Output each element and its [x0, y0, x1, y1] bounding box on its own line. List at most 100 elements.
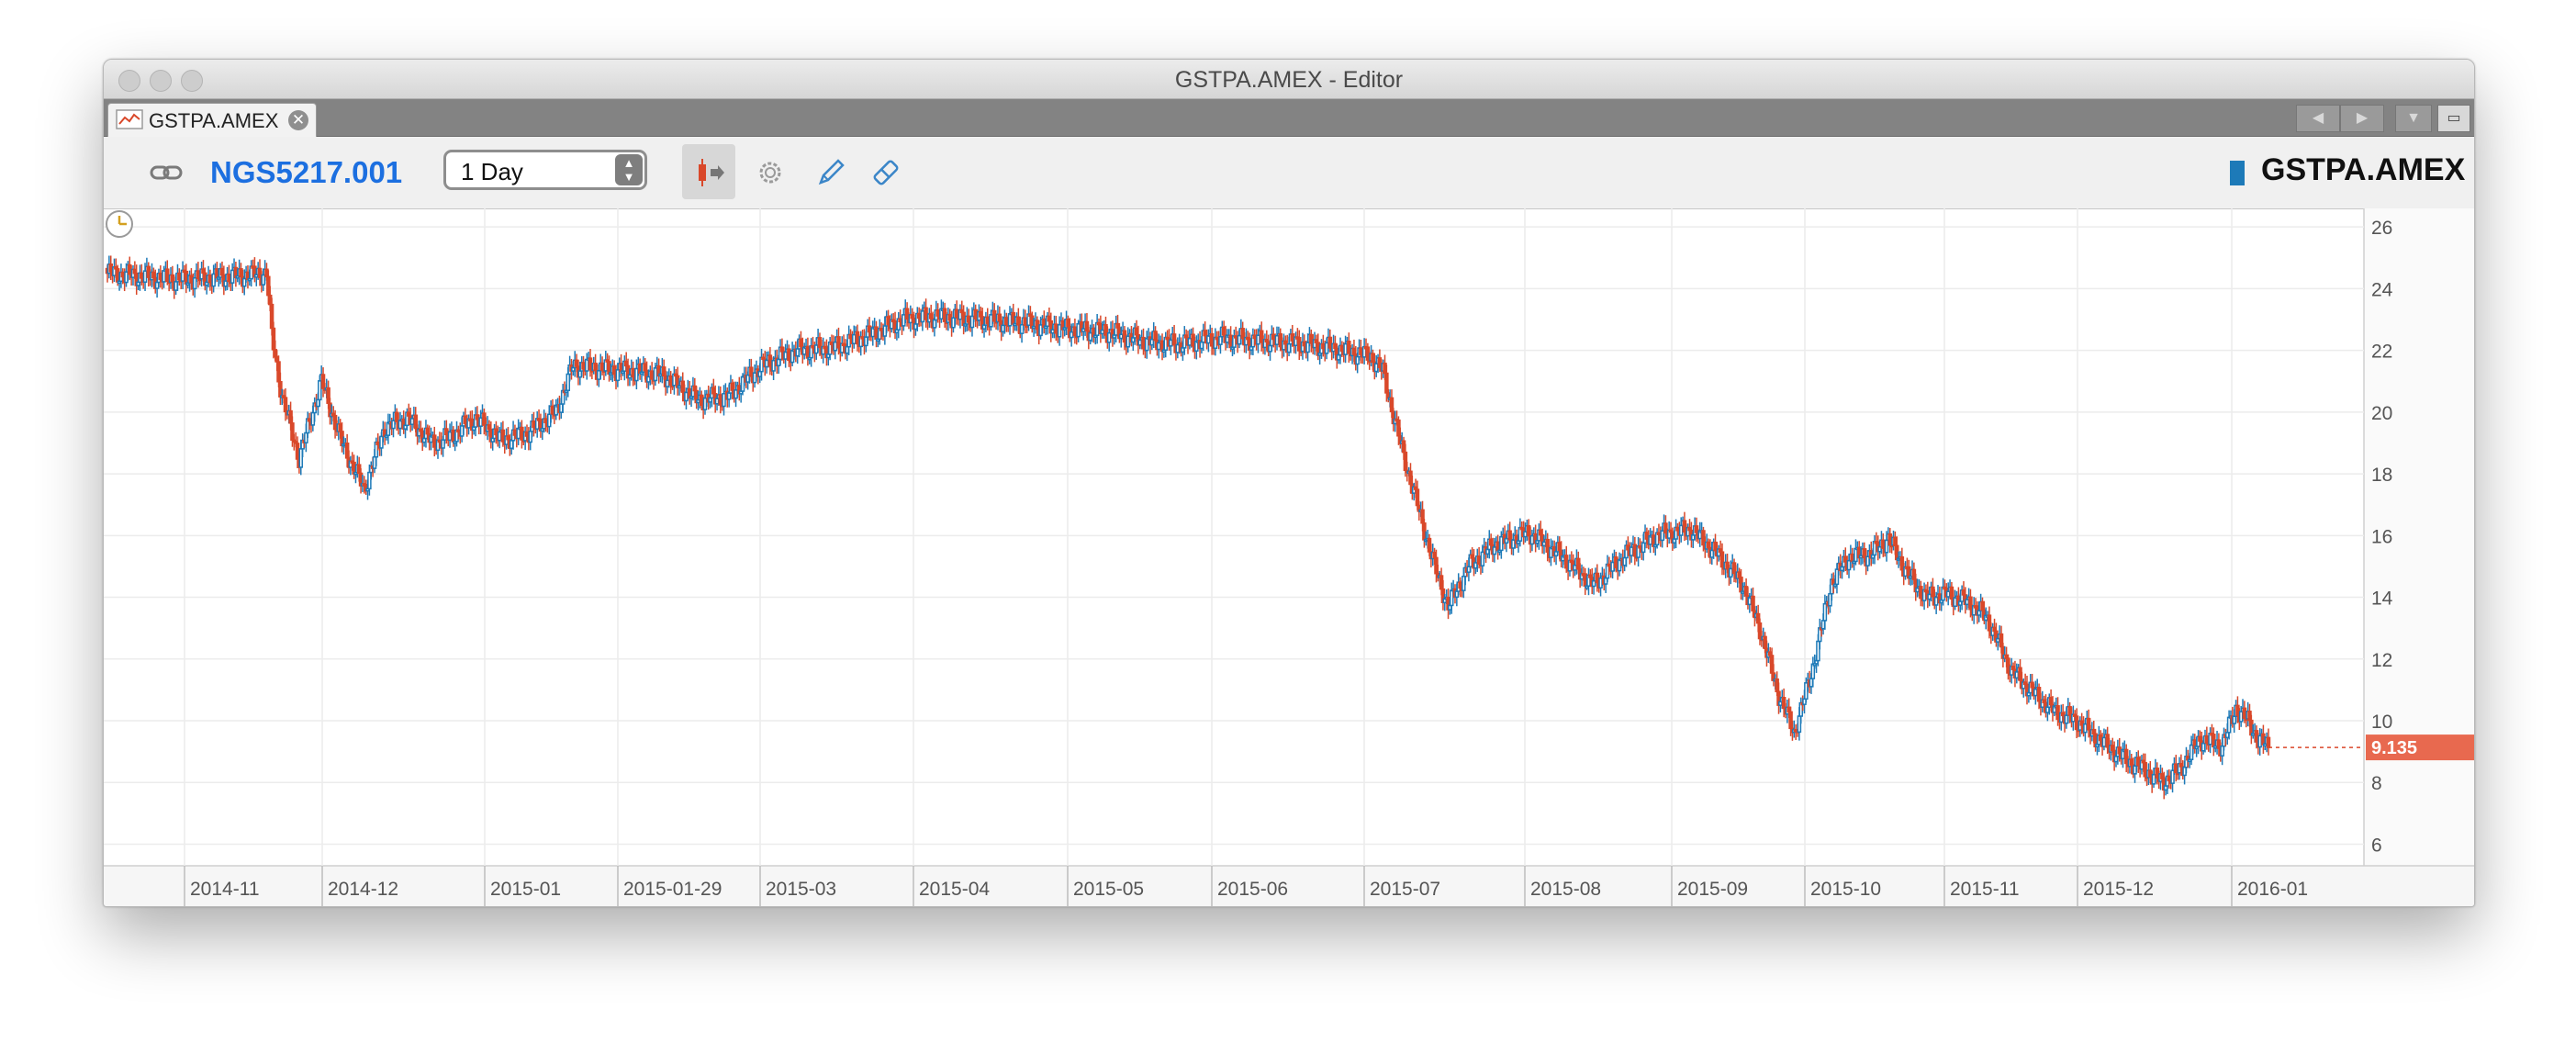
candle-body	[1887, 533, 1893, 546]
candle-body	[2133, 765, 2137, 775]
candle-body	[165, 268, 170, 283]
candle	[1719, 543, 1725, 576]
candle-body	[577, 370, 583, 378]
candle	[283, 388, 288, 421]
price-chart[interactable]: 6 8 10 12 14 16 18 20 22 24 26 2014-11 2014-12 2015-0…	[104, 208, 2474, 906]
candle-body	[1694, 525, 1699, 533]
candle	[2174, 755, 2178, 782]
x-axis-panel	[104, 866, 2474, 906]
link-icon[interactable]	[150, 159, 183, 186]
candle-body	[2174, 763, 2178, 774]
candle	[1098, 315, 1103, 343]
candle	[1446, 588, 1450, 620]
clock-icon[interactable]	[104, 208, 135, 240]
chevron-right-icon[interactable]: ▶	[2340, 105, 2384, 132]
x-tick-label: 2015-07	[1370, 879, 1440, 900]
candle-body	[714, 398, 720, 405]
candle-body	[2018, 667, 2022, 681]
candle-body	[1598, 577, 1603, 589]
candle-body	[1862, 548, 1867, 559]
candle-body	[1339, 344, 1345, 353]
x-tick-label: 2014-12	[328, 879, 398, 900]
candle	[1945, 582, 1951, 606]
candle	[1716, 544, 1721, 562]
candle	[2192, 734, 2198, 754]
candle	[532, 411, 536, 437]
candle-body	[1199, 341, 1204, 350]
candle	[2009, 657, 2014, 684]
candle-body	[1850, 553, 1854, 563]
title-bar[interactable]: GSTPA.AMEX - Editor	[104, 60, 2474, 99]
instrument-id[interactable]: NGS5217.001	[210, 155, 403, 189]
candle-body	[1271, 333, 1276, 341]
candle	[1495, 534, 1500, 560]
candle-body	[1737, 571, 1742, 578]
candle-body	[298, 448, 304, 468]
candle	[2014, 663, 2020, 684]
candle-body	[367, 471, 372, 490]
candle	[245, 264, 251, 289]
candle-body	[1432, 551, 1437, 559]
candle-body	[1403, 451, 1408, 472]
close-icon[interactable]: ✕	[288, 110, 308, 130]
chart-toolbar: NGS5217.001 1 Day ▲ ▼	[104, 137, 2474, 209]
period-select[interactable]: 1 Day ▲ ▼	[443, 150, 647, 190]
candle	[2044, 694, 2048, 718]
candle-body	[597, 370, 601, 380]
close-window-button[interactable]	[118, 70, 140, 92]
candle-body	[482, 412, 487, 426]
candle-body	[2261, 733, 2266, 746]
candle	[896, 311, 902, 339]
candle	[108, 255, 113, 281]
candle-body	[1911, 568, 1917, 580]
y-tick-label: 10	[2371, 712, 2392, 733]
tab-gstpa-amex[interactable]: GSTPA.AMEX ✕	[107, 103, 317, 137]
candle-body	[2036, 687, 2042, 702]
candle	[1953, 589, 1957, 611]
candle-body	[1336, 353, 1341, 361]
candle	[429, 427, 433, 451]
minimize-window-button[interactable]	[150, 70, 172, 92]
candle-body	[1743, 586, 1749, 597]
candle-body	[304, 432, 308, 443]
candle	[1157, 333, 1161, 359]
candle-body	[631, 367, 635, 378]
candle	[585, 353, 589, 380]
candle-body	[211, 273, 216, 287]
candle	[1244, 328, 1249, 353]
candle	[1072, 318, 1078, 344]
candle-body	[1286, 342, 1292, 353]
chevron-left-icon[interactable]: ◀	[2296, 105, 2340, 132]
candle-body	[1769, 655, 1775, 674]
candle	[1533, 524, 1538, 553]
settings-button[interactable]	[743, 144, 796, 199]
chevron-down-icon[interactable]: ▼	[2395, 105, 2432, 132]
candle-body	[2111, 745, 2115, 752]
candlestick-chart[interactable]: 6 8 10 12 14 16 18 20 22 24 26 2014-11 2014-12 2015-0…	[104, 208, 2474, 906]
candle-mode-button[interactable]	[682, 144, 735, 199]
candle	[2006, 654, 2010, 680]
candle-body	[805, 345, 811, 359]
candle	[1004, 312, 1009, 332]
candle-body	[2074, 715, 2079, 731]
candle-body	[1001, 324, 1005, 332]
zoom-window-button[interactable]	[181, 70, 203, 92]
candle	[196, 262, 201, 288]
candle-body	[1488, 538, 1494, 546]
candle	[1163, 331, 1169, 358]
candle	[1343, 335, 1348, 364]
candle-body	[795, 348, 800, 357]
draw-button[interactable]	[803, 144, 857, 199]
candle-body	[1274, 334, 1280, 345]
candle-body	[1834, 568, 1840, 586]
maximize-icon[interactable]: ▭	[2437, 105, 2470, 132]
candle-body	[463, 415, 468, 424]
candle-body	[1507, 530, 1512, 541]
erase-button[interactable]	[858, 144, 912, 199]
chevron-updown-icon[interactable]: ▲ ▼	[615, 154, 643, 185]
candle	[252, 257, 257, 283]
candle-body	[1324, 342, 1329, 354]
candle	[1092, 324, 1096, 343]
candle-body	[1373, 363, 1379, 373]
candle-body	[1365, 346, 1371, 361]
